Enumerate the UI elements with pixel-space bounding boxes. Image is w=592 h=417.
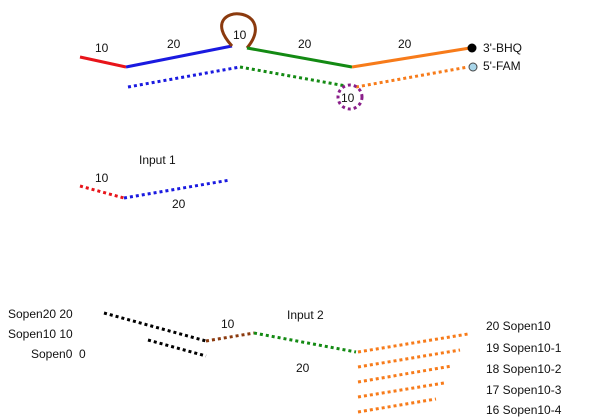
orange-variant-line-2 xyxy=(357,364,453,384)
orange-variant-line-3 xyxy=(357,381,445,399)
top-strand-red-segment xyxy=(79,55,127,69)
fam-fluorophore-marker xyxy=(468,62,478,72)
input1-blue-segment xyxy=(123,178,231,200)
orange-variant-label-4: 16 Sopen10-4 xyxy=(486,403,562,417)
input1-title: Input 1 xyxy=(139,153,176,167)
sopen-label-1: Sopen10 10 xyxy=(8,327,73,341)
input2-black-long-segment xyxy=(103,311,207,343)
input1-len-red: 10 xyxy=(95,171,109,185)
bhq-label: 3'-BHQ xyxy=(483,41,522,55)
orange-variant-line-4 xyxy=(357,397,437,414)
input2-black-short-segment xyxy=(147,338,207,358)
top-len-orange: 20 xyxy=(398,37,412,51)
input2-len-green: 20 xyxy=(296,361,310,375)
input2-len-toehold: 10 xyxy=(221,317,235,331)
orange-variant-label-1: 19 Sopen10-1 xyxy=(486,341,562,355)
bottom-strand-blue-segment xyxy=(127,65,241,89)
top-len-blue: 20 xyxy=(167,37,181,51)
bottom-strand-green-segment xyxy=(239,65,347,88)
bulge-len-label: 10 xyxy=(341,91,355,105)
top-len-green: 20 xyxy=(298,37,312,51)
orange-variant-label-0: 20 Sopen10 xyxy=(486,319,551,333)
top-strand-orange-segment xyxy=(351,46,471,69)
fam-label: 5'-FAM xyxy=(483,59,521,73)
top-strand-blue-segment xyxy=(125,44,233,69)
input1-len-blue: 20 xyxy=(172,197,186,211)
orange-variant-line-0 xyxy=(357,332,469,354)
top-len-loop: 10 xyxy=(233,28,247,42)
top-strand-green-segment xyxy=(246,46,353,69)
orange-variant-label-2: 18 Sopen10-2 xyxy=(486,362,562,376)
top-len-red: 10 xyxy=(95,41,109,55)
bottom-strand-orange-segment xyxy=(355,65,469,89)
orange-variant-line-1 xyxy=(357,348,461,369)
sopen-label-0: Sopen20 20 xyxy=(8,307,73,321)
bulge-loop-purple xyxy=(336,83,364,111)
input1-red-segment xyxy=(79,184,125,200)
sopen-label-2: Sopen0 0 xyxy=(31,347,86,361)
input2-brown-toehold xyxy=(205,331,255,343)
bhq-quencher-marker xyxy=(467,43,477,53)
input2-green-segment xyxy=(253,331,357,354)
input2-title: Input 2 xyxy=(287,308,324,322)
hairpin-loop-brown xyxy=(220,12,257,49)
orange-variant-label-3: 17 Sopen10-3 xyxy=(486,383,562,397)
